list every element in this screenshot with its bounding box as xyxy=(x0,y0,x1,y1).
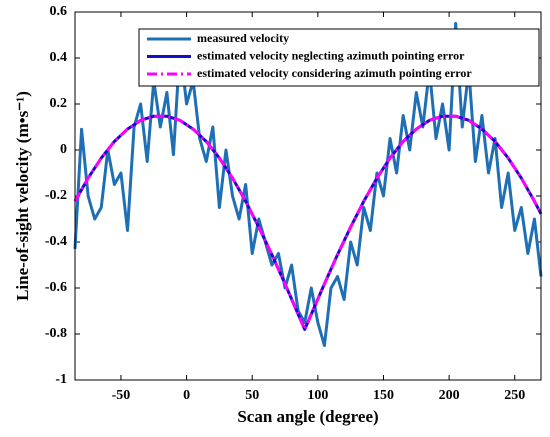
y-tick-label: -1 xyxy=(55,372,67,387)
y-tick-label: 0 xyxy=(60,142,67,157)
y-tick-label: -0.8 xyxy=(45,326,67,341)
legend-box xyxy=(138,28,540,87)
y-axis-label: Line-of-sight velocity (m•s⁻¹) xyxy=(13,91,32,301)
x-tick-label: 200 xyxy=(439,388,460,403)
y-tick-label: -0.2 xyxy=(45,188,67,203)
legend-label: estimated velocity neglecting azimuth po… xyxy=(197,48,465,62)
y-tick-label: 0.2 xyxy=(50,96,68,111)
x-tick-label: 100 xyxy=(307,388,328,403)
y-tick-label: -0.4 xyxy=(45,234,67,249)
y-tick-label: -0.6 xyxy=(45,280,67,295)
legend-label: estimated velocity considering azimuth p… xyxy=(197,66,472,80)
x-tick-label: 150 xyxy=(373,388,394,403)
x-axis-label: Scan angle (degree) xyxy=(237,407,378,426)
plot-frame xyxy=(74,11,542,381)
x-tick-label: -50 xyxy=(112,388,131,403)
y-tick-label: 0.4 xyxy=(50,50,68,65)
x-tick-label: 250 xyxy=(504,388,525,403)
x-tick-label: 0 xyxy=(183,388,190,403)
x-tick-label: 50 xyxy=(245,388,259,403)
y-tick-label: 0.6 xyxy=(50,4,68,19)
legend-label: measured velocity xyxy=(197,31,289,45)
data-line xyxy=(73,114,543,331)
